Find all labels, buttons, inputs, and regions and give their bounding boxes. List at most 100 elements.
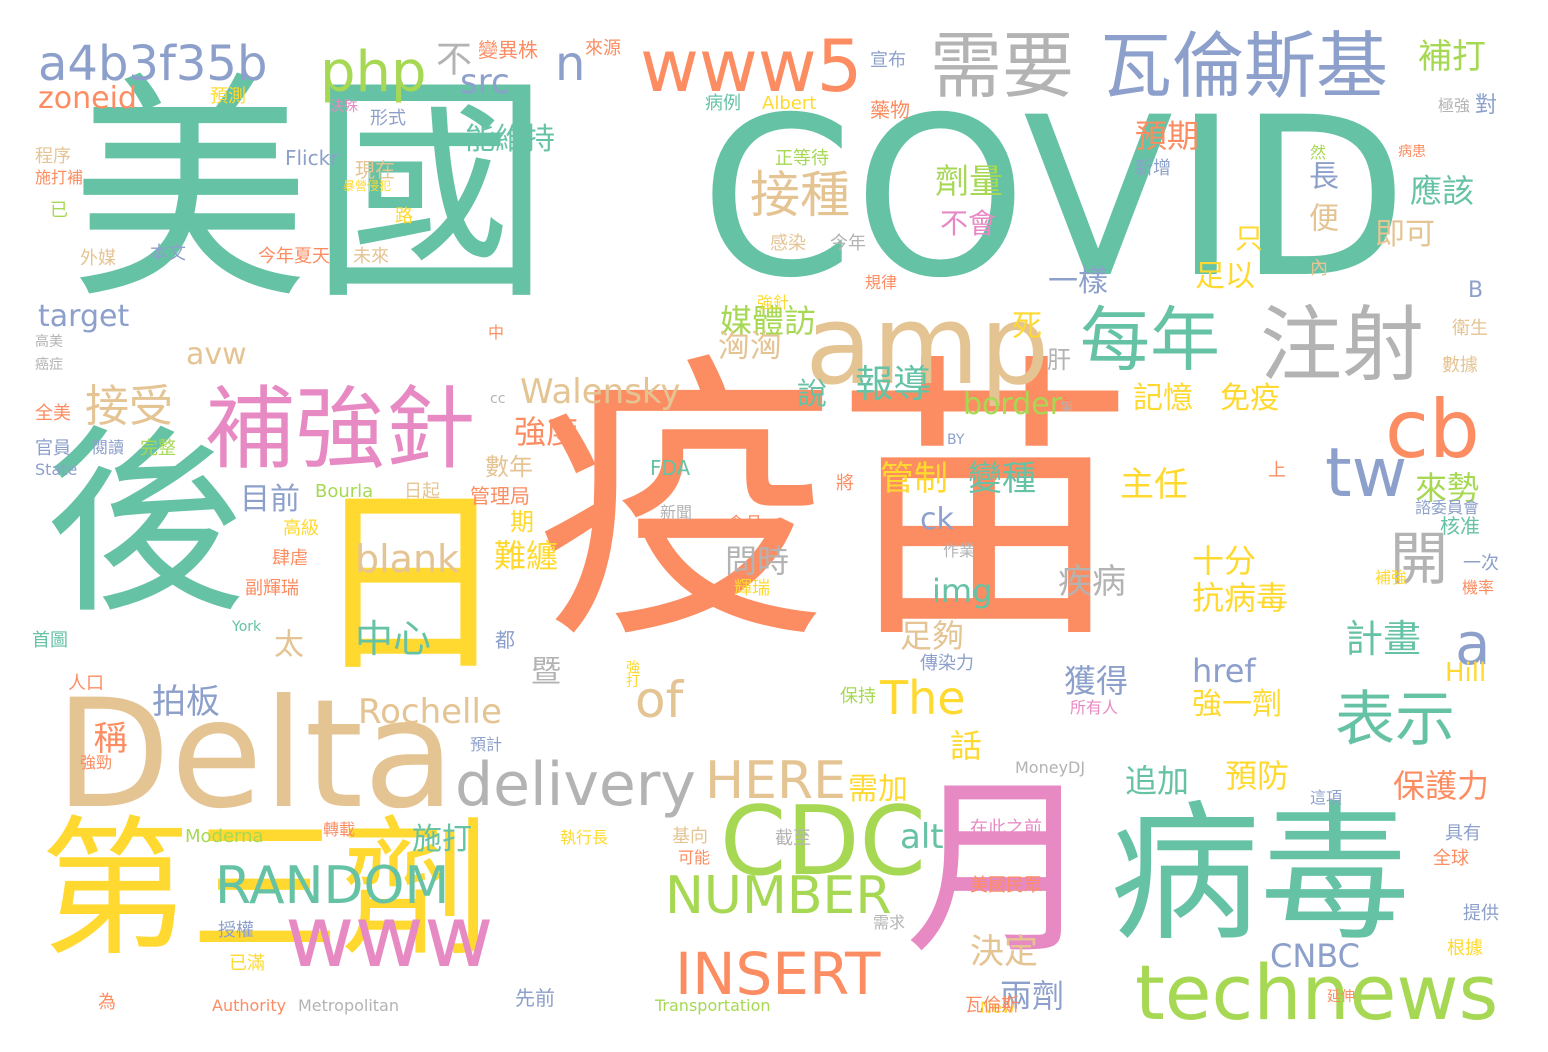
word-50: 只	[1235, 222, 1264, 255]
word-155: 已滿	[229, 953, 265, 974]
word-57: border	[963, 387, 1063, 422]
word-139: 基向	[672, 826, 708, 847]
word-22: delivery	[455, 750, 696, 820]
word-193: 數據	[1442, 355, 1478, 376]
word-153: Metropolitan	[298, 996, 399, 1015]
word-172: 已	[50, 200, 68, 221]
word-107: 官員	[35, 438, 71, 459]
word-28: tw	[1325, 434, 1408, 513]
word-122: 核准	[1440, 514, 1480, 538]
word-3: 後	[45, 408, 246, 641]
word-198: 遜	[1059, 400, 1073, 412]
word-194: 高美	[35, 334, 63, 350]
word-177: 今年夏天	[258, 246, 330, 267]
word-128: 保持	[840, 686, 876, 707]
word-74: 預防	[1225, 757, 1290, 795]
word-68: 抗病毒	[1192, 579, 1289, 617]
word-111: State	[35, 460, 78, 479]
word-8: 病毒	[1110, 788, 1411, 962]
word-94: 肝	[1047, 346, 1071, 374]
word-120: 將	[836, 473, 854, 494]
word-164: Albert	[762, 93, 817, 114]
word-64: 問時	[725, 542, 790, 580]
word-44: 能維持	[465, 122, 555, 157]
word-189: 對	[1475, 93, 1498, 118]
word-124: 一次	[1463, 553, 1499, 574]
word-141: 執行長	[560, 828, 609, 847]
word-176: 本文	[150, 243, 186, 264]
word-168: 程序	[35, 146, 71, 167]
word-52: 一樣	[1048, 264, 1108, 299]
word-65: 足夠	[900, 617, 965, 655]
word-113: 人口	[68, 673, 104, 694]
word-123: 諮委員會	[1415, 498, 1480, 517]
word-102: Bourla	[315, 481, 374, 502]
word-11: CDC	[720, 787, 926, 897]
word-27: 開	[1390, 525, 1449, 593]
word-108: 閱讀	[92, 438, 125, 457]
word-118: 輝瑞	[734, 578, 770, 599]
word-53: 長	[1303, 160, 1338, 190]
word-181: 感染	[770, 233, 806, 254]
word-137: 美國民眾	[970, 875, 1042, 896]
word-30: 接種	[750, 166, 850, 224]
word-9: 補強針	[205, 377, 475, 482]
word-87: alt	[900, 817, 944, 857]
word-156: 授權	[218, 920, 254, 941]
word-88: 需加	[848, 772, 908, 807]
word-130: 所有人	[1070, 698, 1119, 717]
word-133: Hill	[1445, 658, 1487, 688]
word-158: 需求	[873, 913, 906, 932]
word-147: 根據	[1447, 938, 1483, 959]
word-134: MoneyDJ	[1015, 758, 1086, 777]
word-142: 轉載	[323, 820, 356, 839]
word-99: 數年	[485, 453, 533, 481]
word-184: 強針	[757, 293, 790, 312]
word-17: a4b3f35b	[38, 36, 268, 92]
word-149: New	[980, 998, 1015, 1017]
word-33: HERE	[705, 751, 846, 811]
word-82: 拍板	[152, 682, 220, 722]
word-62: ck	[920, 502, 954, 537]
word-36: blank	[355, 537, 460, 581]
word-76: 決定	[970, 932, 1038, 972]
word-159: 變異株	[478, 38, 538, 62]
word-140: 可能	[678, 848, 711, 867]
word-180: 新增	[1135, 158, 1171, 179]
word-109: 完整	[140, 438, 176, 459]
word-171: 現在	[355, 158, 395, 182]
word-35: of	[635, 671, 684, 729]
word-117: 食品	[727, 514, 763, 535]
word-24: NUMBER	[665, 866, 892, 926]
word-80: 難纏	[494, 537, 559, 575]
word-21: technews	[1135, 948, 1499, 1037]
word-101: FDA	[650, 456, 691, 480]
word-46: 劑量	[935, 162, 1003, 202]
word-96: 太	[268, 628, 303, 658]
word-150: 瓦倫斯	[965, 995, 1019, 1016]
word-67: 十分	[1192, 542, 1257, 580]
word-10: amp	[805, 281, 1050, 409]
word-43: 補打	[1418, 37, 1486, 77]
word-167: 形式	[370, 108, 406, 129]
word-187: 病患	[1398, 144, 1426, 160]
word-131: 預計	[470, 735, 503, 754]
word-61: 變種	[968, 459, 1036, 499]
word-15: www5	[640, 24, 863, 108]
word-125: 補強	[1375, 568, 1408, 587]
word-195: 癌症	[35, 357, 63, 373]
word-104: 高級	[283, 518, 319, 539]
word-132: 強勁	[80, 753, 113, 772]
word-196: cc	[490, 391, 506, 407]
word-188: 極強	[1438, 96, 1471, 115]
word-163: 藥物	[870, 98, 910, 122]
word-89: 稱	[87, 720, 127, 754]
word-191: B	[1468, 278, 1484, 303]
word-175: 外媒	[80, 248, 116, 269]
word-138: 截至	[775, 828, 811, 849]
word-173: 暴營侵犯	[343, 179, 392, 193]
word-51: 足以	[1195, 259, 1255, 294]
word-166: 決殊	[330, 99, 358, 115]
word-162: 病例	[705, 93, 741, 114]
